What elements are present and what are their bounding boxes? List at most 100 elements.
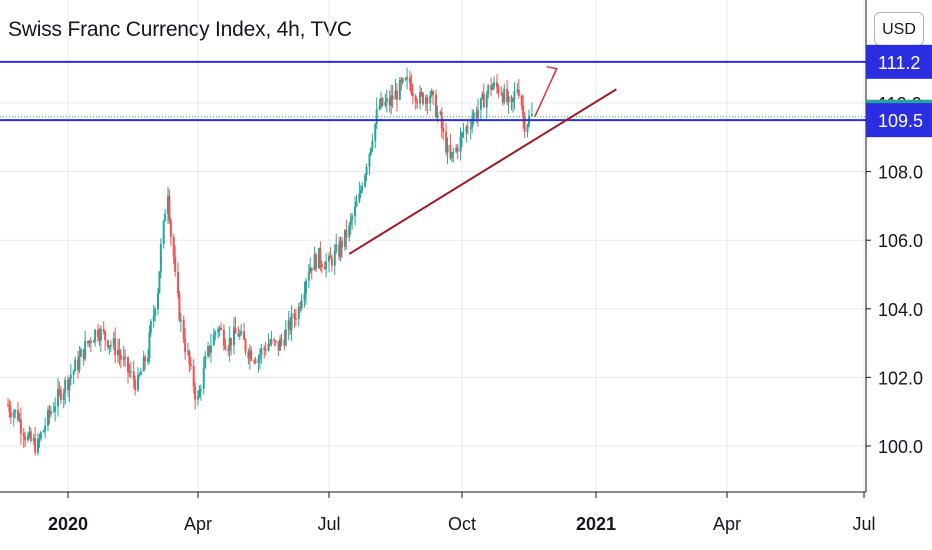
candle-body: [507, 96, 510, 103]
candle-body: [194, 386, 197, 400]
candle-body: [167, 195, 169, 214]
candle-body: [27, 435, 29, 441]
candle-body: [307, 272, 310, 281]
grid-lines: [0, 0, 866, 492]
candle-body: [339, 240, 342, 257]
candle-body: [79, 349, 82, 357]
candle-body: [198, 389, 201, 397]
candle-body: [388, 98, 391, 106]
candle-body: [333, 251, 336, 266]
candle-body: [199, 388, 202, 390]
candle-body: [273, 339, 276, 341]
candle-body: [64, 379, 67, 394]
candle-body: [22, 433, 25, 437]
candle-body: [38, 438, 41, 440]
candle-body: [94, 329, 97, 342]
candle-body: [511, 98, 514, 103]
candle-body: [450, 152, 453, 158]
candle-body: [411, 93, 414, 97]
candle-body: [12, 412, 15, 417]
candle-body: [237, 333, 240, 337]
x-tick-label: Apr: [184, 514, 212, 534]
candle-body: [122, 356, 125, 360]
candle-body: [92, 341, 95, 343]
candle-body: [149, 321, 152, 333]
candle-body: [119, 354, 122, 360]
candle-body: [416, 102, 419, 104]
candle-body: [118, 349, 121, 355]
candle-body: [485, 94, 488, 108]
candle-body: [207, 346, 210, 357]
candle-body: [179, 319, 182, 321]
candle-body: [82, 349, 85, 360]
candle-body: [44, 425, 47, 431]
candle-body: [495, 82, 498, 88]
candle-body: [479, 98, 482, 110]
candle-body: [364, 175, 367, 187]
candle-body: [424, 97, 427, 104]
candle-body: [320, 263, 323, 268]
candle-body: [323, 267, 326, 270]
candle-body: [385, 98, 388, 102]
candle-body: [24, 436, 27, 441]
candle-body: [154, 309, 157, 316]
candle-body: [330, 258, 333, 266]
price-badge-label: 109.5: [878, 111, 923, 131]
candle-body: [419, 92, 422, 104]
candle-body: [520, 96, 523, 106]
candle-body: [7, 404, 9, 406]
price-badge: [866, 103, 932, 138]
candle-body: [62, 393, 65, 401]
candle-body: [513, 91, 516, 99]
candle-body: [455, 147, 458, 152]
candle-body: [354, 206, 357, 217]
x-tick-label: 2020: [48, 514, 88, 534]
candle-body: [112, 338, 115, 345]
candle-body: [28, 431, 31, 436]
price-badge-label: 111.2: [878, 53, 920, 73]
candle-body: [104, 331, 107, 341]
candle-body: [78, 356, 81, 371]
y-tick-label: 104.0: [878, 300, 923, 320]
candle-body: [39, 432, 42, 439]
candle-body: [67, 379, 69, 391]
candle-body: [394, 90, 397, 100]
candle-body: [59, 389, 62, 401]
candle-body: [253, 360, 256, 362]
candle-body: [375, 108, 378, 125]
candle-body: [408, 77, 411, 83]
candle-body: [421, 93, 424, 104]
candle-body: [466, 127, 469, 129]
candle-body: [329, 255, 332, 259]
candle-body: [517, 89, 520, 97]
candle-body: [270, 339, 273, 344]
candle-body: [506, 88, 509, 103]
candle-body: [188, 351, 191, 365]
candle-body: [490, 85, 493, 90]
candle-body: [137, 375, 139, 390]
candle-body: [462, 132, 465, 134]
candle-body: [493, 82, 496, 87]
candle-body: [244, 339, 247, 352]
candle-body: [310, 267, 313, 271]
candle-body: [315, 254, 318, 269]
candle-body: [248, 350, 251, 359]
candle-body: [139, 371, 142, 375]
candle-body: [293, 313, 296, 319]
candle-body: [128, 371, 131, 373]
candle-body: [87, 340, 89, 344]
candle-body: [526, 125, 529, 132]
candle-body: [452, 151, 455, 153]
candle-body: [459, 136, 462, 152]
candle-body: [238, 333, 241, 337]
candle-body: [345, 229, 348, 238]
candle-body: [202, 367, 205, 389]
candle-body: [369, 148, 372, 155]
candle-body: [108, 345, 111, 348]
candle-body: [117, 349, 119, 356]
candle-body: [54, 406, 57, 412]
candle-body: [297, 307, 300, 320]
candle-body: [319, 247, 322, 264]
candle-body: [497, 87, 500, 94]
